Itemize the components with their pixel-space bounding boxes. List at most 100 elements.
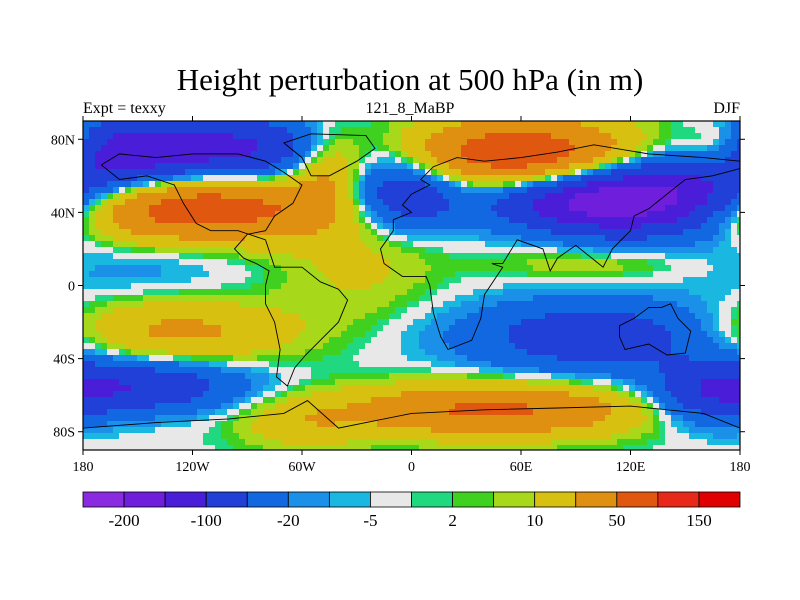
field-cell	[299, 193, 306, 200]
field-cell	[395, 271, 402, 278]
field-cell	[383, 289, 390, 296]
field-cell	[449, 379, 456, 386]
field-cell	[245, 253, 252, 260]
field-cell	[329, 235, 336, 242]
field-cell	[137, 265, 144, 272]
field-cell	[431, 211, 438, 218]
field-cell	[503, 151, 510, 158]
field-cell	[233, 421, 240, 428]
field-cell	[101, 259, 108, 266]
field-cell	[287, 199, 294, 206]
field-cell	[515, 217, 522, 224]
field-cell	[155, 211, 162, 218]
field-cell	[167, 439, 174, 446]
field-cell	[437, 355, 444, 362]
field-cell	[431, 139, 438, 146]
field-cell	[89, 397, 96, 404]
field-cell	[377, 145, 384, 152]
field-cell	[221, 139, 228, 146]
field-cell	[425, 175, 432, 182]
field-cell	[209, 163, 216, 170]
field-cell	[479, 355, 486, 362]
field-cell	[467, 325, 474, 332]
field-cell	[365, 415, 372, 422]
field-cell	[497, 181, 504, 188]
field-cell	[263, 193, 270, 200]
field-cell	[287, 355, 294, 362]
field-cell	[605, 415, 612, 422]
field-cell	[545, 343, 552, 350]
field-cell	[155, 157, 162, 164]
field-cell	[551, 235, 558, 242]
field-cell	[293, 205, 300, 212]
field-cell	[209, 253, 216, 260]
field-cell	[443, 319, 450, 326]
field-cell	[587, 313, 594, 320]
field-cell	[515, 235, 522, 242]
field-cell	[137, 289, 144, 296]
field-cell	[341, 271, 348, 278]
field-cell	[377, 247, 384, 254]
field-cell	[491, 247, 498, 254]
field-cell	[317, 133, 324, 140]
field-cell	[191, 445, 198, 450]
field-cell	[539, 271, 546, 278]
field-cell	[191, 439, 198, 446]
field-cell	[125, 151, 132, 158]
field-cell	[605, 157, 612, 164]
field-cell	[395, 439, 402, 446]
field-cell	[203, 415, 210, 422]
field-cell	[83, 403, 90, 410]
field-cell	[95, 409, 102, 416]
field-cell	[479, 271, 486, 278]
field-cell	[113, 205, 120, 212]
field-cell	[101, 235, 108, 242]
field-cell	[215, 367, 222, 374]
field-cell	[149, 445, 156, 450]
field-cell	[557, 343, 564, 350]
field-cell	[551, 415, 558, 422]
field-cell	[143, 445, 150, 450]
field-cell	[593, 289, 600, 296]
field-cell	[425, 427, 432, 434]
field-cell	[623, 379, 630, 386]
field-cell	[221, 373, 228, 380]
field-cell	[305, 199, 312, 206]
field-cell	[161, 319, 168, 326]
field-cell	[215, 145, 222, 152]
field-cell	[413, 223, 420, 230]
field-cell	[251, 199, 258, 206]
field-cell	[173, 211, 180, 218]
field-cell	[491, 289, 498, 296]
field-cell	[143, 277, 150, 284]
field-cell	[407, 373, 414, 380]
field-cell	[347, 145, 354, 152]
field-cell	[605, 427, 612, 434]
field-cell	[227, 433, 234, 440]
field-cell	[509, 313, 516, 320]
field-cell	[179, 241, 186, 248]
field-cell	[581, 217, 588, 224]
field-cell	[587, 259, 594, 266]
field-cell	[425, 259, 432, 266]
field-cell	[269, 145, 276, 152]
field-cell	[533, 175, 540, 182]
field-cell	[527, 181, 534, 188]
field-cell	[581, 349, 588, 356]
field-cell	[185, 385, 192, 392]
field-cell	[173, 157, 180, 164]
field-cell	[245, 391, 252, 398]
field-cell	[419, 409, 426, 416]
field-cell	[611, 121, 618, 128]
field-cell	[347, 301, 354, 308]
field-cell	[251, 175, 258, 182]
field-cell	[455, 181, 462, 188]
field-cell	[467, 319, 474, 326]
field-cell	[167, 247, 174, 254]
field-cell	[347, 229, 354, 236]
field-cell	[383, 421, 390, 428]
field-cell	[119, 247, 126, 254]
field-cell	[257, 223, 264, 230]
field-cell	[581, 289, 588, 296]
field-cell	[221, 403, 228, 410]
